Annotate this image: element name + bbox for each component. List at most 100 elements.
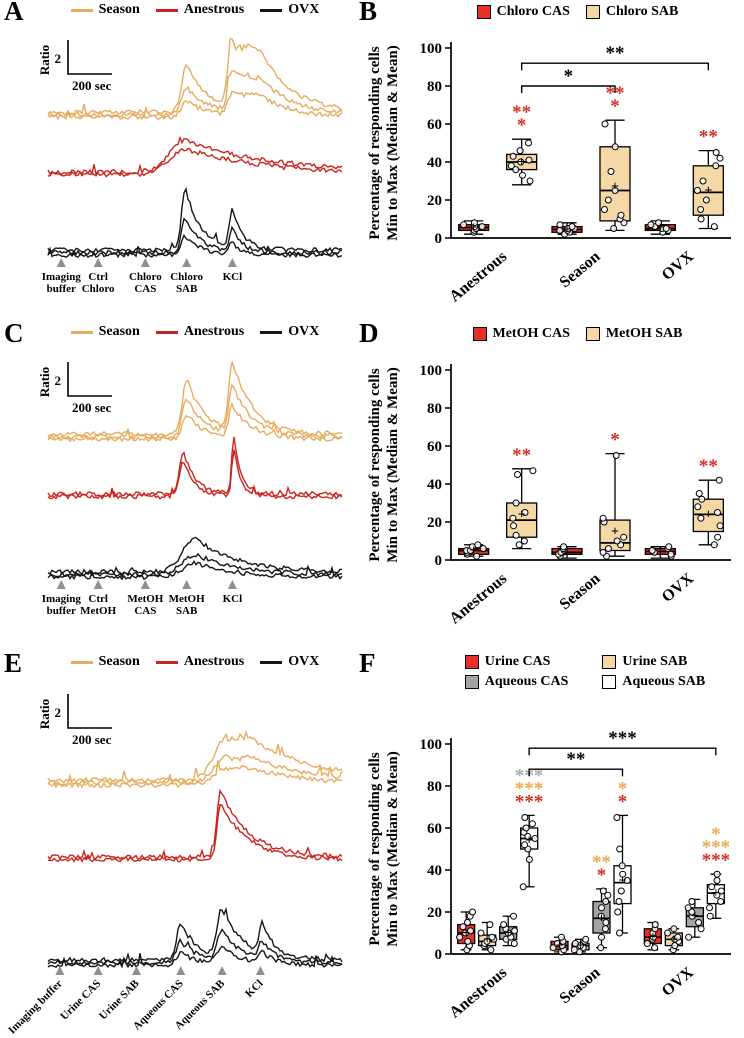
metoh-sab-swatch (585, 327, 600, 341)
aqueous-sab-swatch (602, 675, 617, 689)
legend-item-metoh-cas: MetOH CAS (472, 326, 570, 342)
svg-text:***: *** (515, 791, 544, 812)
ovx-swatch (260, 8, 283, 12)
panel-label-e: E (4, 648, 23, 678)
panel-label-d: D (359, 318, 379, 348)
legend-label: Urine CAS (484, 654, 551, 669)
svg-text:40: 40 (427, 863, 442, 879)
legend-item-aqueous-sab: Aqueous SAB (602, 674, 705, 690)
svg-text:Ratio: Ratio (37, 45, 52, 75)
legend-item-anestrous: Anestrous (155, 2, 245, 18)
svg-text:Ctrl: Ctrl (88, 271, 108, 283)
panel-b: B Chloro CAS Chloro SAB 0 20 40 60 80 100 Perce… (355, 0, 744, 322)
svg-text:+: + (462, 926, 470, 941)
svg-text:Ratio: Ratio (37, 367, 52, 397)
legend-item-ovx: OVX (260, 654, 319, 670)
svg-text:Urine CAS: Urine CAS (58, 978, 103, 1023)
svg-text:+: + (577, 939, 585, 954)
svg-text:Chloro: Chloro (129, 271, 162, 283)
ovx-swatch (260, 330, 283, 334)
boxplot-chart-b: 0 20 40 60 80 100 Percentage of responding cel… (367, 41, 731, 305)
legend-a: Season Anestrous OVX (36, 2, 354, 18)
legend-label: OVX (288, 2, 320, 17)
svg-text:*: * (618, 778, 628, 799)
svg-text:***: *** (608, 728, 637, 749)
svg-text:*: * (711, 824, 721, 845)
anestrous-swatch (155, 660, 178, 664)
svg-text:+: + (525, 834, 533, 849)
svg-text:80: 80 (427, 401, 442, 417)
chloro-cas-swatch (476, 5, 491, 19)
svg-text:**: ** (512, 102, 531, 123)
svg-text:Min to Max (Median & Mean): Min to Max (Median & Mean) (385, 45, 401, 240)
anestrous-swatch (155, 8, 178, 12)
svg-text:***: *** (515, 778, 544, 799)
season-swatch (70, 8, 93, 12)
legend-e: Season Anestrous OVX (36, 654, 354, 670)
legend-item-season: Season (70, 324, 140, 340)
legend-label: Aqueous SAB (622, 674, 706, 689)
season-swatch (70, 330, 93, 334)
legend-label: Chloro CAS (496, 4, 570, 19)
legend-item-urine-cas: Urine CAS (464, 654, 569, 670)
ovx-swatch (260, 660, 283, 664)
svg-text:200 sec: 200 sec (72, 400, 112, 415)
legend-item-chloro-cas: Chloro CAS (476, 4, 570, 20)
legend-label: Anestrous (183, 2, 245, 17)
svg-text:60: 60 (427, 439, 442, 455)
svg-text:**: ** (699, 456, 718, 477)
legend-label: Anestrous (183, 324, 245, 339)
svg-text:SAB: SAB (176, 283, 198, 295)
svg-text:MetOH: MetOH (169, 593, 205, 605)
boxplot-chart-d: 0 20 40 60 80 100 Percentage of responding cel… (367, 363, 731, 627)
legend-label: Anestrous (183, 654, 245, 669)
panel-f: F Urine CAS Urine SAB Aqueous CAS Aqueous S… (355, 648, 744, 1038)
legend-item-anestrous: Anestrous (155, 324, 245, 340)
svg-text:+: + (556, 939, 564, 954)
legend-item-aqueous-cas: Aqueous CAS (464, 674, 569, 690)
boxplot-chart-f: 0 20 40 60 80 100 Percentage of responding cel… (367, 728, 731, 1021)
svg-text:Anestrous: Anestrous (446, 964, 510, 1021)
panel-label-c: C (4, 318, 24, 348)
svg-text:OVX: OVX (659, 248, 698, 284)
svg-text:Season: Season (557, 248, 604, 291)
legend-label: Season (98, 324, 140, 339)
legend-label: Chloro SAB (605, 4, 679, 19)
svg-text:80: 80 (427, 779, 442, 795)
svg-text:40: 40 (427, 477, 442, 493)
svg-text:100: 100 (420, 363, 443, 379)
svg-text:0: 0 (435, 553, 443, 569)
svg-text:Chloro: Chloro (82, 283, 115, 295)
svg-text:Anestrous: Anestrous (446, 570, 510, 627)
legend-item-season: Season (70, 2, 140, 18)
svg-text:+: + (470, 544, 478, 559)
svg-text:Percentage of responding cells: Percentage of responding cells (367, 752, 383, 945)
legend-label: Aqueous CAS (484, 674, 569, 689)
svg-text:**: ** (592, 852, 611, 873)
svg-text:100: 100 (420, 737, 443, 753)
svg-text:*: * (564, 66, 574, 87)
svg-text:MetOH: MetOH (80, 605, 116, 617)
svg-text:+: + (611, 525, 619, 540)
panel-a: A Season Anestrous OVX 2 Ratio 200 sec Imagin… (0, 0, 355, 322)
svg-text:Season: Season (557, 570, 604, 613)
legend-label: MetOH CAS (492, 326, 570, 341)
svg-text:Imaging: Imaging (42, 593, 82, 605)
svg-text:+: + (670, 932, 678, 947)
svg-text:***: *** (702, 837, 731, 858)
svg-text:**: ** (566, 749, 585, 770)
legend-item-urine-sab: Urine SAB (602, 654, 705, 670)
panel-d: D MetOH CAS MetOH SAB 0 20 40 60 80 100 Percent… (355, 318, 744, 652)
legend-label: MetOH SAB (605, 326, 683, 341)
svg-text:*: * (618, 791, 628, 812)
legend-label: Urine SAB (622, 654, 688, 669)
svg-text:+: + (611, 180, 619, 195)
svg-text:+: + (470, 221, 478, 236)
svg-text:+: + (518, 507, 526, 522)
svg-text:Season: Season (557, 964, 604, 1007)
svg-text:SAB: SAB (176, 605, 198, 617)
svg-text:+: + (704, 507, 712, 522)
svg-text:+: + (598, 911, 606, 926)
svg-text:+: + (563, 222, 571, 237)
